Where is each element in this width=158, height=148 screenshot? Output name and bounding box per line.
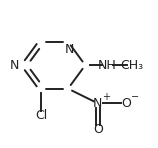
Text: N: N <box>93 97 103 110</box>
Text: NH: NH <box>98 59 117 72</box>
Text: N: N <box>65 43 74 56</box>
Text: O: O <box>93 123 103 136</box>
Text: N: N <box>10 59 19 72</box>
Text: −: − <box>131 92 139 102</box>
Text: Cl: Cl <box>35 108 48 122</box>
Text: CH₃: CH₃ <box>121 59 144 72</box>
Text: +: + <box>102 92 110 102</box>
Text: O: O <box>121 97 131 110</box>
